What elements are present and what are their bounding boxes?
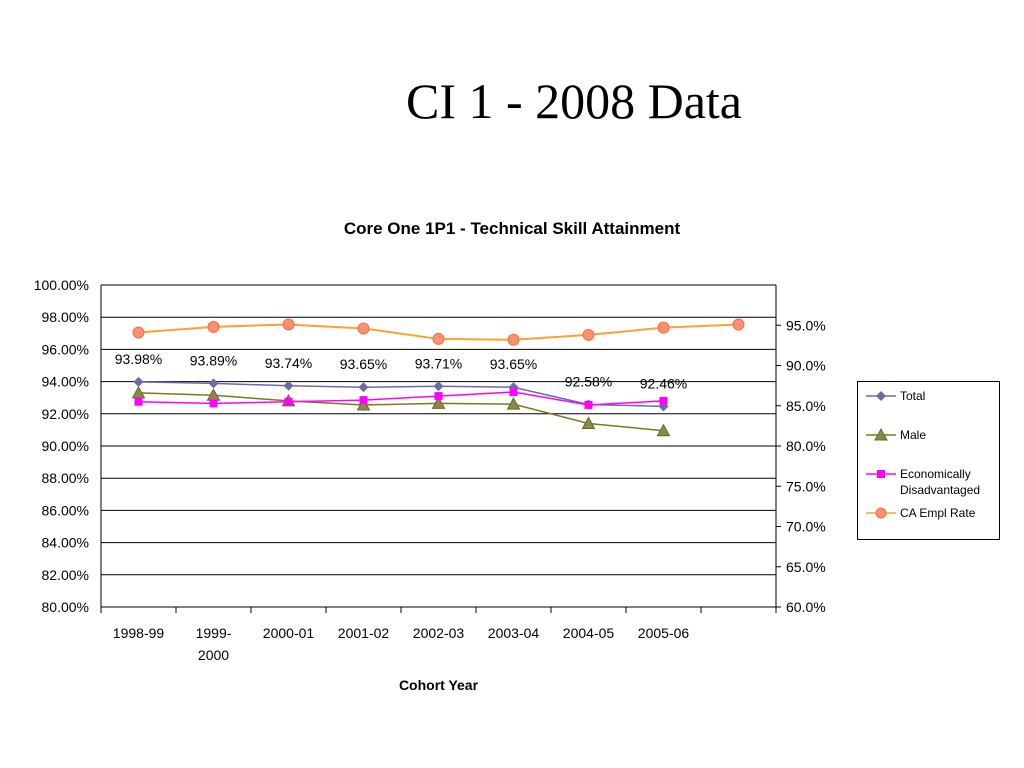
legend-item-total: Total: [866, 388, 1000, 404]
data-point: [283, 380, 294, 391]
legend-marker-econ-disadvantaged: [866, 470, 896, 478]
data-point: [132, 326, 145, 339]
y-right-tick-label: 90.0%: [786, 358, 826, 374]
y-right-tick-label: 85.0%: [786, 398, 826, 414]
data-point: [357, 322, 370, 335]
legend-item-male: Male: [866, 427, 1000, 443]
data-point: [509, 388, 518, 397]
data-label: 93.74%: [265, 355, 312, 371]
series-line: [138, 391, 664, 406]
y-right-tick-label: 60.0%: [786, 599, 826, 615]
data-point: [209, 399, 218, 408]
y-right-tick-label: 75.0%: [786, 478, 826, 494]
y-left-tick-label: 92.00%: [42, 406, 89, 422]
x-tick-label: 2000-01: [263, 625, 315, 641]
x-tick-label: 2000: [198, 647, 229, 663]
data-point: [582, 328, 595, 341]
y-right-tick-label: 70.0%: [786, 519, 826, 535]
data-point: [356, 397, 371, 411]
data-point: [431, 396, 446, 409]
y-left-tick-label: 88.00%: [42, 470, 89, 486]
data-point: [659, 396, 668, 405]
y-left-tick-label: 96.00%: [42, 341, 89, 357]
data-point: [207, 320, 220, 333]
data-label: 92.46%: [640, 375, 687, 391]
x-tick-label: 2001-02: [338, 625, 390, 641]
x-tick-label: 2002-03: [413, 625, 465, 641]
x-tick-label: 1998-99: [113, 625, 165, 641]
chart-title: Core One 1P1 - Technical Skill Attainmen…: [343, 219, 681, 238]
x-tick-label: 1999-: [196, 625, 232, 641]
data-point: [359, 396, 368, 405]
chart-legend: Total Male Economically Disadvantaged CA…: [857, 381, 1000, 540]
data-label: 93.71%: [415, 355, 462, 371]
data-label: 93.65%: [490, 356, 537, 372]
legend-marker-ca-empl-rate: [866, 507, 896, 519]
slide-title: CI 1 - 2008 Data: [405, 73, 743, 129]
data-point: [656, 423, 671, 437]
y-left-tick-label: 80.00%: [42, 599, 89, 615]
data-label: 93.98%: [115, 351, 162, 367]
y-left-tick-label: 86.00%: [42, 502, 89, 518]
data-point: [208, 378, 219, 389]
x-tick-label: 2005-06: [638, 625, 690, 641]
legend-item-ca-empl-rate: CA Empl Rate: [866, 505, 1000, 521]
data-label: 93.89%: [190, 352, 237, 368]
data-point: [284, 397, 293, 406]
legend-label-ca-empl-rate: CA Empl Rate: [900, 506, 976, 520]
data-point: [432, 332, 445, 345]
legend-marker-male: [866, 427, 896, 441]
data-point: [358, 382, 369, 393]
data-point: [133, 376, 144, 387]
y-right-tick-label: 95.0%: [786, 317, 826, 333]
data-point: [433, 381, 444, 392]
x-axis-label: Cohort Year: [399, 677, 479, 693]
data-point: [732, 318, 745, 331]
data-point: [134, 397, 143, 406]
y-right-tick-label: 80.0%: [786, 438, 826, 454]
data-point: [581, 416, 596, 429]
data-point: [657, 321, 670, 334]
data-point: [434, 392, 443, 401]
legend-label-male: Male: [900, 428, 927, 442]
x-tick-label: 2004-05: [563, 625, 615, 641]
y-left-tick-label: 98.00%: [42, 309, 89, 325]
y-right-tick-label: 65.0%: [786, 559, 826, 575]
data-point: [506, 397, 521, 410]
data-point: [584, 400, 593, 409]
data-point: [507, 333, 520, 346]
legend-label-total: Total: [900, 389, 926, 403]
data-label: 92.58%: [565, 373, 612, 389]
series-line: [138, 381, 664, 408]
data-label: 93.65%: [340, 356, 387, 372]
legend-label-econ-disadvantaged: Economically Disadvantaged: [900, 467, 981, 497]
legend-item-econ-disadvantaged: Economically Disadvantaged: [866, 466, 1000, 498]
y-left-tick-label: 82.00%: [42, 567, 89, 583]
legend-marker-total: [866, 391, 896, 401]
x-tick-label: 2003-04: [488, 625, 540, 641]
y-left-tick-label: 100.00%: [34, 277, 89, 293]
y-left-tick-label: 84.00%: [42, 535, 89, 551]
series-line: [138, 392, 664, 432]
data-point: [282, 318, 295, 331]
y-left-tick-label: 94.00%: [42, 374, 89, 390]
y-left-tick-label: 90.00%: [42, 438, 89, 454]
